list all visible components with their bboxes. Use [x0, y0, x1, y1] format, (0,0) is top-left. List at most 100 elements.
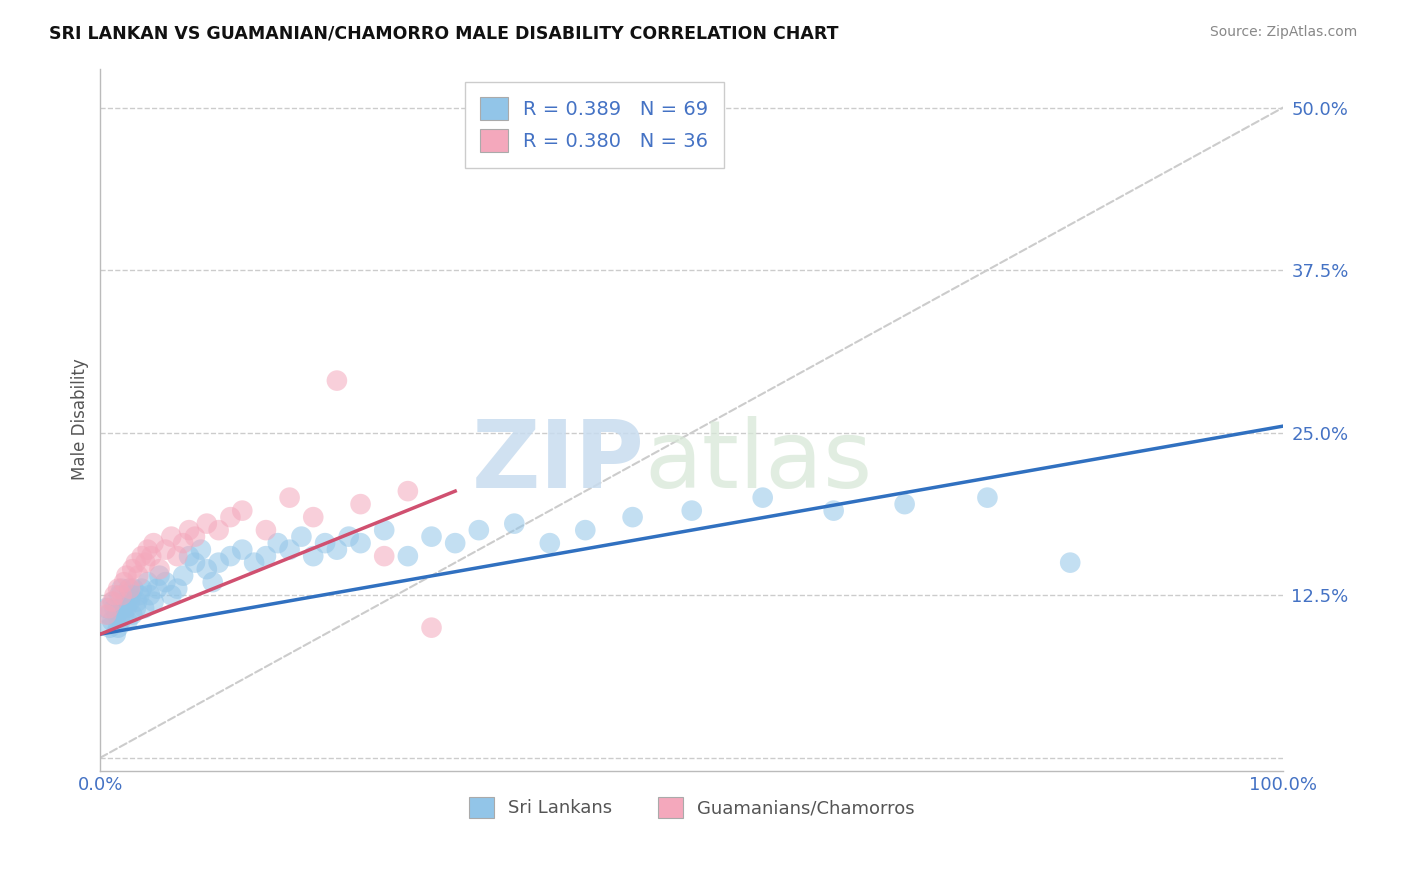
Point: [219, 549, 242, 563]
Point: [148, 562, 170, 576]
Point: [207, 523, 229, 537]
Point: [96, 601, 118, 615]
Point: [104, 627, 127, 641]
Point: [103, 594, 125, 608]
Point: [254, 523, 277, 537]
Point: [184, 530, 207, 544]
Point: [621, 510, 644, 524]
Point: [267, 536, 290, 550]
Point: [172, 536, 194, 550]
Point: [121, 562, 143, 576]
Point: [114, 594, 136, 608]
Point: [538, 536, 561, 550]
Point: [326, 374, 349, 388]
Point: [146, 582, 169, 596]
Point: [160, 588, 183, 602]
Point: [117, 614, 139, 628]
Point: [184, 556, 207, 570]
Point: [118, 582, 141, 596]
Point: [111, 601, 134, 615]
Point: [195, 562, 218, 576]
Point: [107, 621, 129, 635]
Point: [1059, 556, 1081, 570]
Point: [103, 601, 125, 615]
Point: [125, 556, 148, 570]
Point: [131, 549, 153, 563]
Point: [195, 516, 218, 531]
Point: [254, 549, 277, 563]
Point: [396, 549, 419, 563]
Point: [112, 607, 135, 622]
Point: [231, 542, 253, 557]
Point: [155, 575, 177, 590]
Point: [128, 588, 150, 602]
Point: [893, 497, 915, 511]
Point: [125, 601, 148, 615]
Point: [444, 536, 467, 550]
Text: ZIP: ZIP: [471, 416, 644, 508]
Point: [302, 549, 325, 563]
Point: [98, 621, 121, 635]
Point: [120, 588, 142, 602]
Point: [107, 582, 129, 596]
Point: [148, 568, 170, 582]
Point: [166, 582, 188, 596]
Point: [125, 594, 148, 608]
Point: [373, 523, 395, 537]
Point: [121, 607, 143, 622]
Point: [101, 594, 124, 608]
Point: [373, 549, 395, 563]
Point: [243, 556, 266, 570]
Point: [131, 582, 153, 596]
Point: [190, 542, 212, 557]
Point: [139, 588, 162, 602]
Point: [97, 607, 120, 622]
Point: [142, 536, 165, 550]
Point: [231, 503, 253, 517]
Point: [134, 556, 156, 570]
Point: [751, 491, 773, 505]
Point: [172, 568, 194, 582]
Point: [118, 582, 141, 596]
Point: [207, 556, 229, 570]
Point: [503, 516, 526, 531]
Text: atlas: atlas: [644, 416, 873, 508]
Point: [290, 530, 312, 544]
Point: [326, 542, 349, 557]
Point: [155, 542, 177, 557]
Legend: Sri Lankans, Guamanians/Chamorros: Sri Lankans, Guamanians/Chamorros: [461, 789, 922, 825]
Point: [118, 594, 141, 608]
Point: [115, 568, 138, 582]
Point: [201, 575, 224, 590]
Point: [136, 542, 159, 557]
Point: [142, 594, 165, 608]
Point: [420, 621, 443, 635]
Point: [302, 510, 325, 524]
Point: [278, 542, 301, 557]
Text: Source: ZipAtlas.com: Source: ZipAtlas.com: [1209, 25, 1357, 39]
Point: [219, 510, 242, 524]
Point: [160, 530, 183, 544]
Point: [105, 607, 128, 622]
Point: [420, 530, 443, 544]
Point: [823, 503, 845, 517]
Point: [349, 497, 371, 511]
Point: [337, 530, 360, 544]
Point: [108, 588, 131, 602]
Point: [574, 523, 596, 537]
Point: [166, 549, 188, 563]
Y-axis label: Male Disability: Male Disability: [72, 359, 89, 481]
Point: [97, 601, 120, 615]
Point: [278, 491, 301, 505]
Point: [976, 491, 998, 505]
Point: [110, 614, 132, 628]
Point: [141, 549, 163, 563]
Point: [96, 607, 118, 622]
Point: [349, 536, 371, 550]
Point: [681, 503, 703, 517]
Point: [127, 568, 149, 582]
Point: [112, 575, 135, 590]
Point: [101, 614, 124, 628]
Point: [136, 575, 159, 590]
Point: [314, 536, 336, 550]
